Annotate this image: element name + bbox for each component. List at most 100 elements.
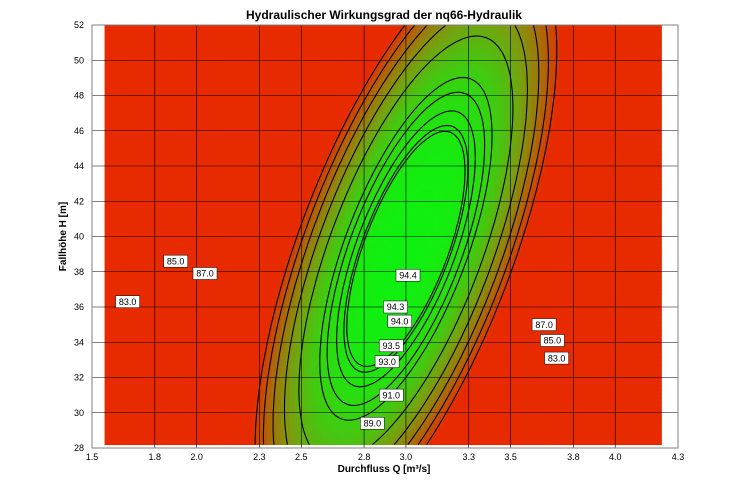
heat-cell xyxy=(155,373,161,378)
heat-cell xyxy=(308,268,314,274)
heat-cell xyxy=(317,209,324,215)
heat-cell xyxy=(192,264,198,269)
heat-cell xyxy=(150,150,157,156)
heat-cell xyxy=(280,230,287,236)
heat-cell xyxy=(113,402,120,408)
heat-cell xyxy=(178,58,185,64)
heat-cell xyxy=(239,100,245,106)
heat-cell xyxy=(229,373,236,378)
heat-cell xyxy=(150,238,157,244)
heat-cell xyxy=(160,234,166,240)
heat-cell xyxy=(266,272,273,278)
heat-cell xyxy=(160,180,166,185)
heat-cell xyxy=(201,377,208,383)
heat-cell xyxy=(183,419,189,425)
heat-cell xyxy=(155,297,161,303)
heat-cell xyxy=(271,33,277,39)
heat-cell xyxy=(109,222,115,227)
heat-cell xyxy=(188,343,194,349)
heat-cell xyxy=(304,129,310,135)
heat-cell xyxy=(299,402,305,408)
heat-cell xyxy=(118,33,124,39)
heat-cell xyxy=(160,58,166,64)
heat-cell xyxy=(123,50,129,55)
heat-cell xyxy=(169,75,175,81)
heat-cell xyxy=(220,226,226,232)
heat-cell xyxy=(271,360,277,366)
heat-cell xyxy=(201,373,208,378)
heat-cell xyxy=(178,360,185,366)
heat-cell xyxy=(197,45,203,51)
heat-cell xyxy=(197,348,203,353)
heat-cell xyxy=(188,301,194,307)
heat-cell xyxy=(299,196,305,202)
heat-cell xyxy=(178,146,185,152)
heat-cell xyxy=(118,331,124,337)
heat-cell xyxy=(123,356,129,362)
heat-cell xyxy=(266,117,273,123)
heat-cell xyxy=(169,415,175,420)
heat-cell xyxy=(188,415,194,420)
heat-cell xyxy=(271,29,277,34)
heat-cell xyxy=(183,196,189,202)
heat-cell xyxy=(280,146,287,152)
heat-cell xyxy=(118,138,124,144)
heat-cell xyxy=(243,117,249,123)
heat-cell xyxy=(253,92,259,97)
heat-cell xyxy=(294,33,300,39)
heat-cell xyxy=(262,79,268,85)
heat-cell xyxy=(313,306,319,311)
heat-cell xyxy=(276,255,282,261)
heat-cell xyxy=(197,431,203,437)
heat-cell xyxy=(178,301,185,307)
heat-cell xyxy=(243,230,249,236)
heat-cell xyxy=(317,104,324,110)
heat-cell xyxy=(290,377,296,383)
heat-cell xyxy=(160,322,166,328)
heat-cell xyxy=(206,335,212,341)
heat-cell xyxy=(155,171,161,177)
heat-cell xyxy=(141,146,147,152)
heat-cell xyxy=(160,125,166,131)
heat-cell xyxy=(239,318,245,324)
heat-cell xyxy=(299,188,305,194)
heat-cell xyxy=(331,423,338,429)
heat-cell xyxy=(280,322,287,328)
heat-cell xyxy=(201,96,208,102)
heat-cell xyxy=(257,389,263,395)
heat-cell xyxy=(294,415,300,420)
heat-cell xyxy=(229,159,236,165)
heat-cell xyxy=(178,87,185,93)
heat-cell xyxy=(211,238,217,244)
heat-cell xyxy=(271,381,277,387)
heat-cell xyxy=(290,217,296,223)
heat-cell xyxy=(322,289,328,295)
heat-cell xyxy=(266,71,273,76)
heat-cell xyxy=(253,184,259,190)
heat-cell xyxy=(304,150,310,156)
heat-cell xyxy=(304,155,310,160)
heat-cell xyxy=(266,92,273,97)
heat-cell xyxy=(164,217,171,223)
heat-cell xyxy=(201,318,208,324)
heat-cell xyxy=(239,192,245,198)
heat-cell xyxy=(118,184,124,190)
heat-cell xyxy=(239,264,245,269)
heat-cell xyxy=(220,419,226,425)
heat-cell xyxy=(215,83,222,89)
heat-cell xyxy=(146,410,152,416)
heat-cell xyxy=(164,41,171,47)
heat-cell xyxy=(113,41,120,47)
heat-cell xyxy=(253,159,259,165)
heat-cell xyxy=(150,356,157,362)
efficiency-heatmap xyxy=(104,25,662,446)
heat-cell xyxy=(211,285,217,290)
heat-cell xyxy=(234,96,240,102)
heat-cell xyxy=(253,272,259,278)
heat-cell xyxy=(132,427,138,433)
heat-cell xyxy=(169,343,175,349)
heat-cell xyxy=(294,280,300,286)
heat-cell xyxy=(188,356,194,362)
heat-cell xyxy=(197,322,203,328)
heat-cell xyxy=(109,167,115,173)
